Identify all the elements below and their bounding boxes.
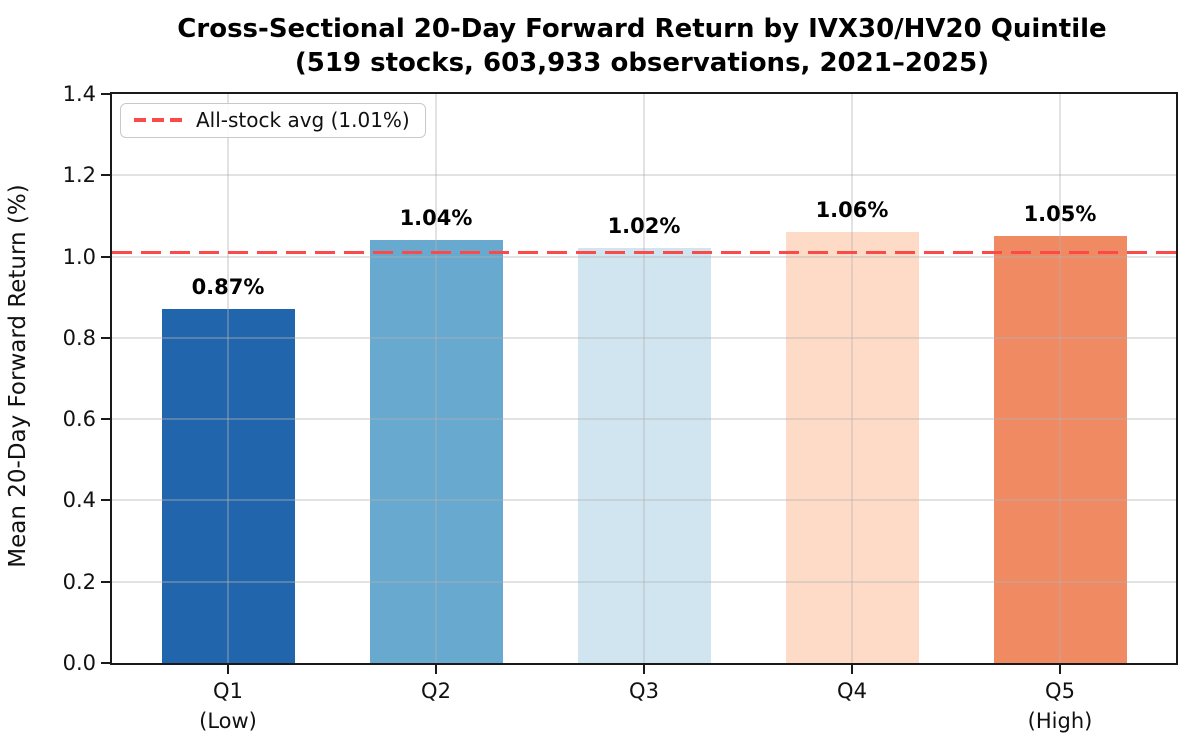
- y-tick-mark: [101, 255, 110, 258]
- x-tick-sublabel: (Low): [199, 709, 257, 733]
- x-tick-label: Q4: [837, 679, 867, 703]
- dashed-line-legend-sample: [134, 118, 182, 122]
- y-tick-label: 0.0: [62, 651, 96, 675]
- x-tick-label: Q3: [629, 679, 659, 703]
- y-tick-label: 0.4: [62, 488, 96, 513]
- gridline-vertical: [643, 94, 645, 663]
- gridline-vertical: [435, 94, 437, 663]
- gridline-vertical: [851, 94, 853, 663]
- y-tick-mark: [101, 93, 110, 95]
- gridline-vertical: [1059, 94, 1061, 663]
- y-tick-mark: [101, 174, 110, 177]
- x-tick-mark: [851, 665, 853, 674]
- y-tick-mark: [101, 580, 110, 583]
- y-tick-label: 0.2: [62, 569, 96, 594]
- gridline-horizontal: [112, 174, 1176, 177]
- y-tick-label: 1.0: [62, 244, 96, 269]
- y-axis-label: Mean 20-Day Forward Return (%): [5, 184, 31, 568]
- bar-value-label: 1.04%: [399, 206, 473, 231]
- y-tick-label: 0.6: [62, 407, 96, 432]
- bar-value-label: 1.02%: [607, 214, 681, 239]
- bar-q4: [785, 232, 919, 663]
- x-tick-sublabel: (High): [1027, 709, 1093, 733]
- bar-value-label: 0.87%: [191, 275, 265, 300]
- chart-title-line2: (519 stocks, 603,933 observations, 2021–…: [294, 48, 990, 78]
- bar-q2: [369, 240, 503, 663]
- bar-value-label: 1.05%: [1023, 202, 1097, 227]
- gridline-horizontal: [112, 255, 1176, 258]
- y-tick-label: 0.8: [62, 325, 96, 350]
- x-tick-label: Q1 (Low): [199, 676, 257, 736]
- gridline-horizontal: [112, 580, 1176, 583]
- gridline-vertical: [227, 94, 229, 663]
- chart-title: Cross-Sectional 20-Day Forward Return by…: [177, 12, 1106, 80]
- legend-label: All-stock avg (1.01%): [196, 108, 410, 132]
- gridline-horizontal: [112, 336, 1176, 339]
- bar-q5: [993, 236, 1127, 663]
- x-tick-mark: [227, 665, 229, 674]
- chart-title-line1: Cross-Sectional 20-Day Forward Return by…: [177, 14, 1107, 44]
- legend: All-stock avg (1.01%): [120, 103, 426, 138]
- x-tick-mark: [1059, 665, 1061, 674]
- y-tick-mark: [101, 662, 110, 664]
- y-tick-label: 1.2: [62, 163, 96, 188]
- bar-q1: [161, 309, 295, 663]
- gridline-horizontal: [112, 499, 1176, 502]
- y-tick-label: 1.4: [62, 82, 96, 106]
- bar-value-label: 1.06%: [815, 198, 889, 223]
- y-tick-mark: [101, 499, 110, 502]
- x-tick-label: Q2: [421, 679, 451, 703]
- x-tick-mark: [643, 665, 645, 674]
- x-tick-label: Q5 (High): [1028, 676, 1093, 736]
- y-tick-mark: [101, 336, 110, 339]
- gridline-horizontal: [112, 418, 1176, 421]
- y-tick-mark: [101, 418, 110, 421]
- plot-area: All-stock avg (1.01%) 0.0 0.2 0.4 0.6 0.8 1.0…: [63, 82, 1178, 733]
- bar-q3: [577, 248, 711, 663]
- reference-line-all-stock-avg: [112, 250, 1176, 255]
- x-tick-mark: [435, 665, 437, 674]
